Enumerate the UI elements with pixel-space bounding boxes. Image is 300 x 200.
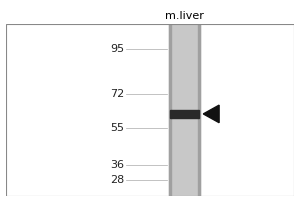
Text: 55: 55 xyxy=(110,123,124,133)
Text: 72: 72 xyxy=(110,89,124,99)
Text: 36: 36 xyxy=(110,160,124,170)
Text: 28: 28 xyxy=(110,175,124,185)
Bar xyxy=(198,24,200,196)
Bar xyxy=(170,110,199,118)
Bar xyxy=(169,24,200,196)
Polygon shape xyxy=(203,105,219,123)
Bar xyxy=(169,24,171,196)
Text: 95: 95 xyxy=(110,44,124,54)
Text: m.liver: m.liver xyxy=(165,11,204,21)
